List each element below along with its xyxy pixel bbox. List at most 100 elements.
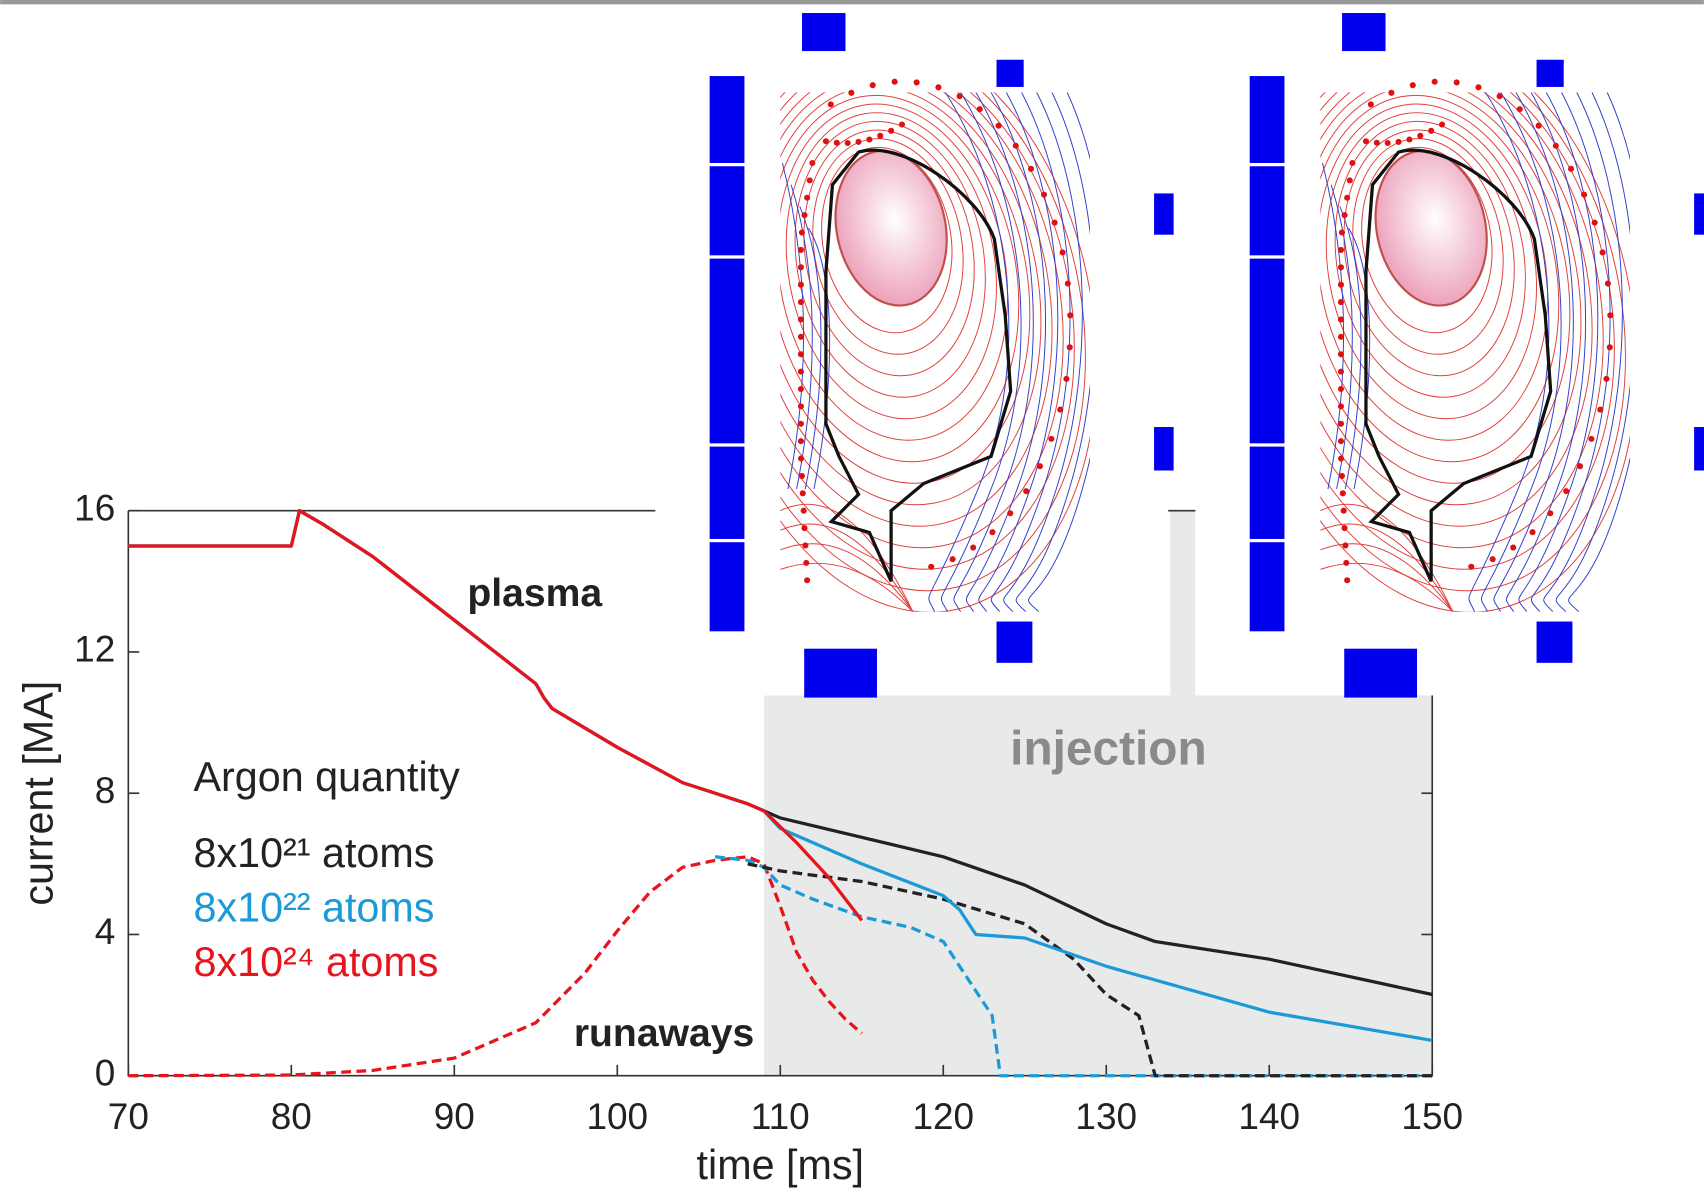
dot xyxy=(797,316,804,323)
dot xyxy=(800,507,807,514)
contour xyxy=(780,92,1042,506)
contour xyxy=(978,92,1059,612)
contour xyxy=(780,92,1064,549)
contour xyxy=(953,92,1034,612)
legend-entry: 8x10²¹ atoms xyxy=(194,830,435,876)
dot xyxy=(1012,142,1019,149)
x-tick-label: 80 xyxy=(271,1096,312,1137)
dot xyxy=(1027,165,1035,172)
dot xyxy=(1066,344,1073,351)
contour xyxy=(1028,92,1090,612)
dot xyxy=(1007,510,1014,517)
dot xyxy=(798,472,805,479)
annotation: plasma xyxy=(467,572,602,615)
dot xyxy=(869,82,876,89)
equilibrium-panel xyxy=(655,13,1174,698)
coil xyxy=(996,621,1033,663)
x-tick-label: 120 xyxy=(912,1096,974,1137)
dot xyxy=(797,403,804,410)
dot xyxy=(888,127,895,134)
contour xyxy=(780,562,914,612)
dot xyxy=(866,136,873,143)
dot xyxy=(898,121,906,128)
y-tick-label: 8 xyxy=(95,770,116,811)
contour xyxy=(780,103,1009,441)
contour xyxy=(803,129,975,377)
y-tick-label: 16 xyxy=(74,487,115,528)
dot xyxy=(797,351,804,358)
x-tick-label: 140 xyxy=(1238,1096,1300,1137)
dot xyxy=(949,556,956,563)
dot xyxy=(928,563,935,570)
coil xyxy=(804,648,877,698)
y-axis-label: current [MA] xyxy=(15,681,61,906)
dot xyxy=(1036,463,1043,470)
coil xyxy=(709,76,745,163)
x-tick-label: 110 xyxy=(751,1096,810,1137)
dot xyxy=(798,229,805,236)
dot xyxy=(913,79,920,86)
coil xyxy=(802,13,846,52)
dot xyxy=(797,438,804,445)
dot xyxy=(1048,435,1055,442)
x-tick-label: 130 xyxy=(1075,1096,1137,1137)
x-tick-label: 150 xyxy=(1401,1096,1463,1137)
contour xyxy=(780,503,914,612)
contour xyxy=(780,92,1090,612)
dot xyxy=(844,139,851,147)
contour xyxy=(780,92,1053,527)
dot xyxy=(1067,312,1074,319)
wall-dots xyxy=(797,78,1074,584)
coil xyxy=(709,446,745,539)
coil xyxy=(1154,193,1174,235)
dot xyxy=(822,138,829,145)
y-tick-label: 4 xyxy=(95,911,116,952)
legend-title: Argon quantity xyxy=(194,754,461,800)
contour xyxy=(780,523,914,612)
coil xyxy=(709,542,745,632)
dot xyxy=(855,138,862,145)
dot xyxy=(803,559,810,566)
dot xyxy=(956,93,963,100)
coil xyxy=(709,258,745,444)
dot xyxy=(1023,488,1030,495)
dot xyxy=(802,542,809,549)
contour xyxy=(780,94,1020,463)
contour xyxy=(781,162,805,490)
annotation: runaways xyxy=(574,1012,754,1055)
runaway-line xyxy=(747,862,1433,1078)
dot xyxy=(827,101,834,108)
dot xyxy=(833,139,840,146)
legend-entry: 8x10²² atoms xyxy=(194,884,435,930)
contour xyxy=(780,543,914,612)
runaway-line xyxy=(714,855,1433,1078)
dot xyxy=(797,455,805,462)
coils xyxy=(709,13,1174,698)
contour xyxy=(821,146,953,334)
dot xyxy=(877,132,884,139)
plot-area: 70 80 90 100 110 120 130 140 150 0 4 8 12 16 time [ms]… xyxy=(15,487,1463,1188)
contour xyxy=(790,184,813,490)
contour xyxy=(794,120,986,398)
dot xyxy=(799,490,806,497)
dot xyxy=(976,106,983,113)
dot xyxy=(797,368,804,375)
dot xyxy=(801,212,808,219)
injection-stripe xyxy=(1170,510,1196,698)
dot xyxy=(1051,219,1058,226)
contour xyxy=(965,92,1046,612)
dot xyxy=(1059,249,1066,256)
plasma-line xyxy=(128,509,864,922)
x-tick-label: 70 xyxy=(108,1096,149,1137)
contour xyxy=(808,227,831,490)
dot xyxy=(1040,191,1048,198)
dot xyxy=(970,544,977,551)
contour xyxy=(1015,92,1090,612)
contour xyxy=(990,92,1071,612)
dot xyxy=(1063,375,1070,382)
dot xyxy=(797,420,804,427)
dot xyxy=(797,385,804,393)
coil xyxy=(1154,427,1174,471)
